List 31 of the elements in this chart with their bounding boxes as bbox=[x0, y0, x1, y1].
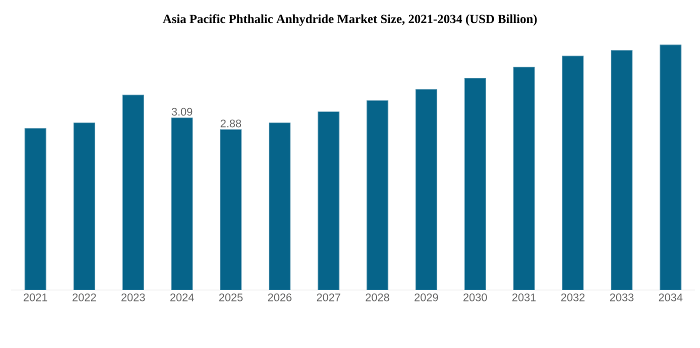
x-tick-label: 2028 bbox=[366, 294, 390, 302]
data-label: 3.09 bbox=[172, 108, 192, 116]
x-tick-label: 2030 bbox=[463, 294, 487, 302]
chart-title: Asia Pacific Phthalic Anhydride Market Size, 2021-2034 (USD Billion) bbox=[162, 14, 537, 26]
x-tick-label: 2024 bbox=[170, 294, 194, 302]
bar bbox=[562, 56, 584, 290]
x-tick-label: 2027 bbox=[316, 294, 340, 302]
bar bbox=[464, 78, 486, 290]
bar bbox=[73, 122, 96, 290]
bar bbox=[171, 118, 193, 290]
x-tick-label: 2032 bbox=[561, 294, 585, 302]
x-tick-label: 2023 bbox=[121, 294, 145, 302]
bar bbox=[610, 50, 633, 290]
bar bbox=[660, 44, 682, 290]
x-tick-label: 2031 bbox=[512, 294, 536, 302]
bar bbox=[415, 89, 438, 290]
x-tick-label: 2033 bbox=[610, 294, 634, 302]
x-tick-label: 2022 bbox=[72, 294, 96, 302]
x-tick-label: 2034 bbox=[658, 294, 682, 302]
bar bbox=[366, 100, 388, 290]
bar bbox=[220, 129, 242, 290]
x-tick-label: 2021 bbox=[24, 294, 48, 302]
bar bbox=[24, 128, 46, 290]
x-tick-label: 2029 bbox=[414, 294, 438, 302]
bar bbox=[268, 122, 291, 290]
bar bbox=[318, 111, 340, 290]
bar bbox=[122, 94, 144, 290]
x-tick-label: 2026 bbox=[268, 294, 292, 302]
bar bbox=[513, 66, 535, 290]
data-label: 2.88 bbox=[220, 120, 242, 128]
x-tick-label: 2025 bbox=[219, 294, 243, 302]
